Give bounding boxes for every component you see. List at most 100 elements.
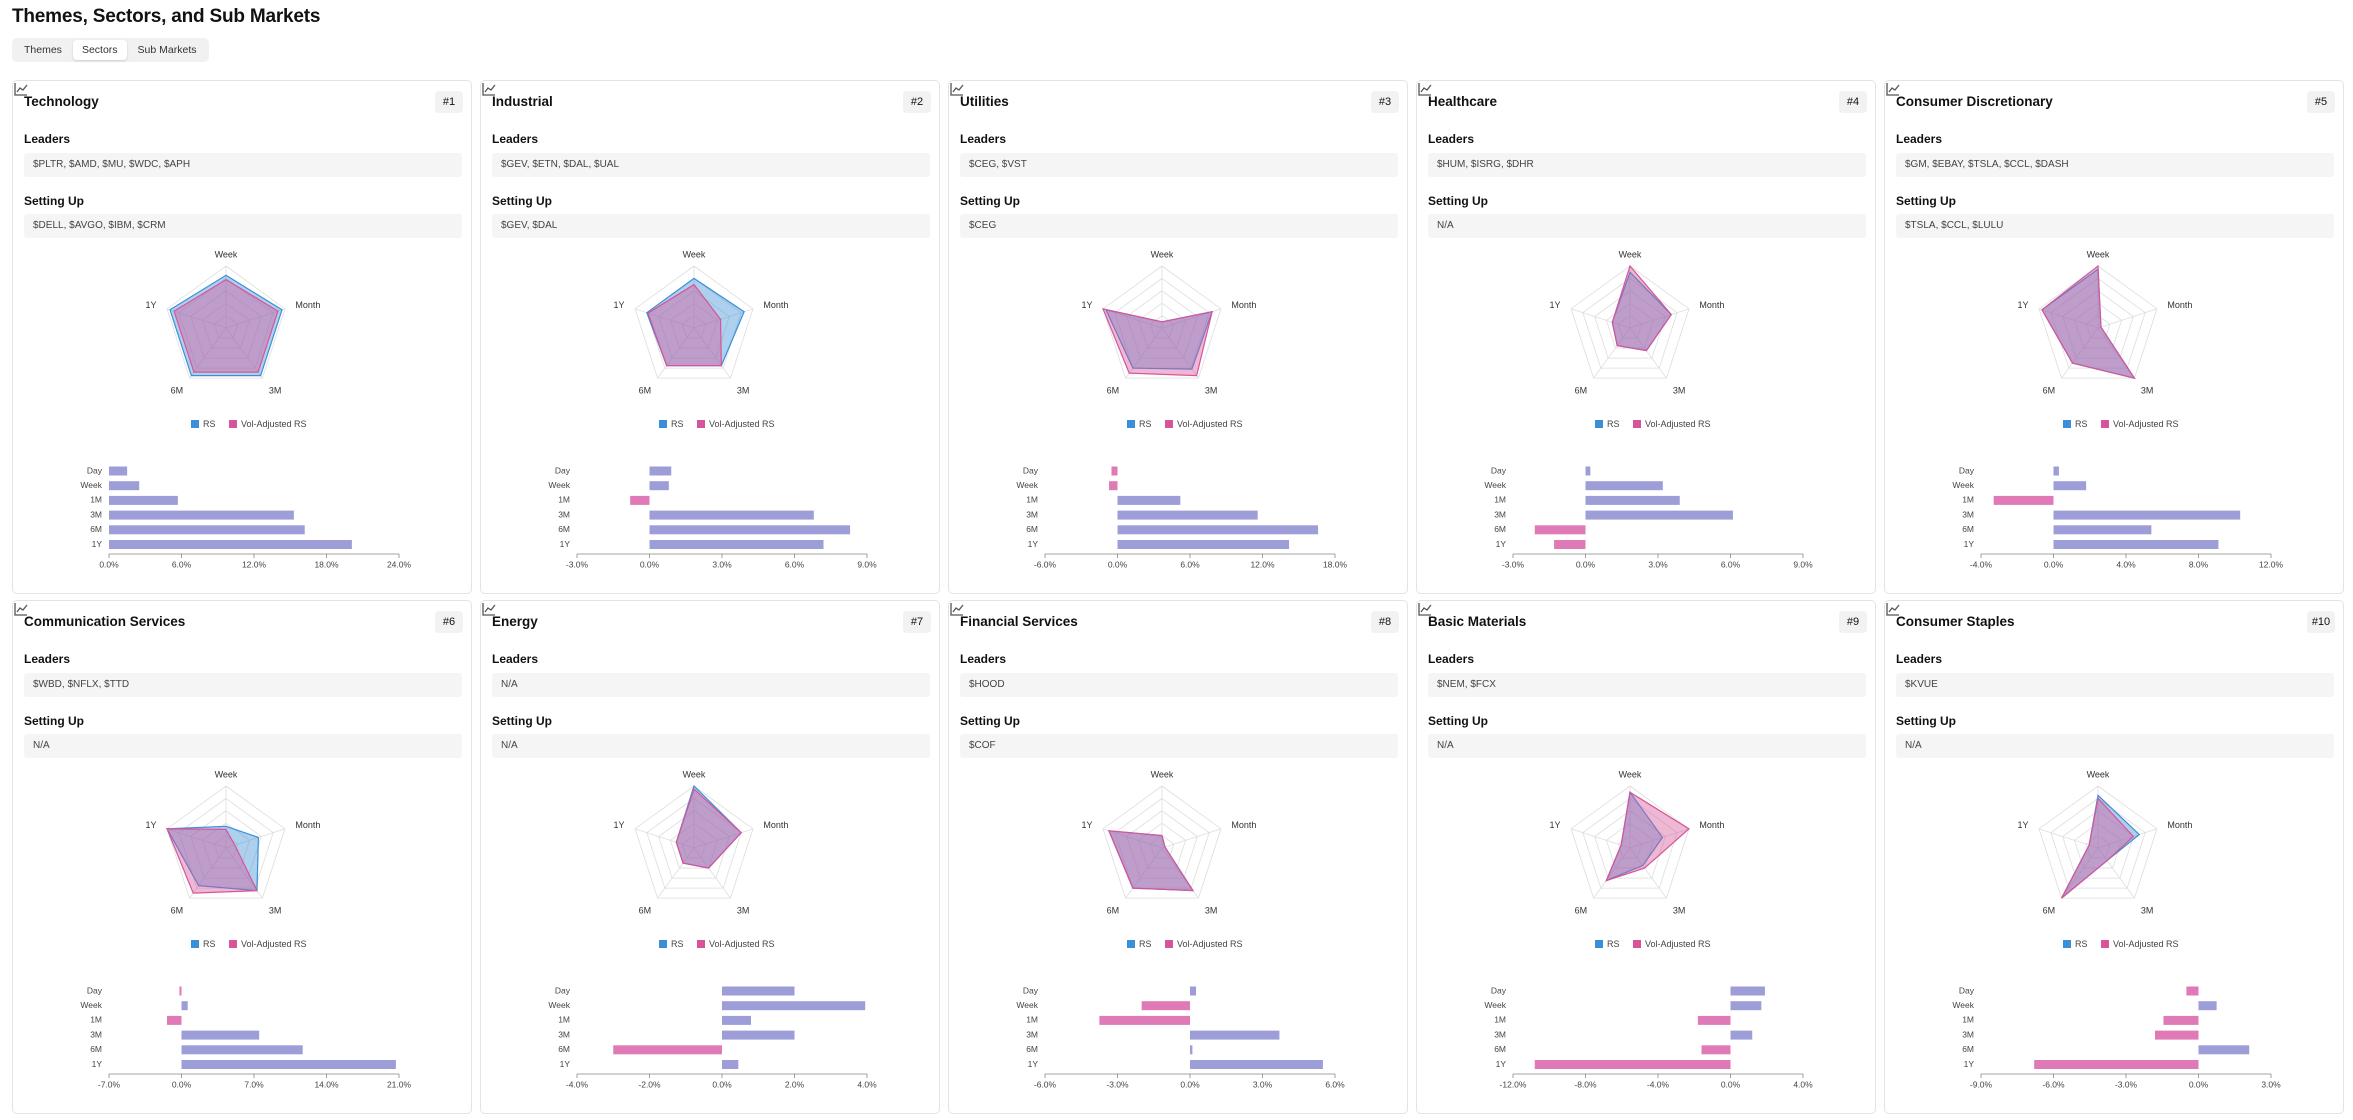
bar-category-label: 1M — [1494, 1015, 1506, 1025]
radar-axis-label: 6M — [1575, 385, 1588, 395]
tab[interactable]: Sub Markets — [137, 44, 197, 56]
leaders-box: $HOOD — [960, 673, 1398, 697]
setting-up-box: $DELL, $AVGO, $IBM, $CRM — [24, 214, 462, 238]
rank-badge: #4 — [1839, 91, 1867, 113]
tab[interactable]: Themes — [24, 44, 62, 56]
radar-area — [169, 274, 283, 377]
x-tick-label: 4.0% — [2116, 559, 2136, 569]
x-tick-label: 18.0% — [314, 559, 339, 569]
bar-category-label: 1Y — [92, 1059, 103, 1069]
x-tick-label: -3.0% — [566, 559, 589, 569]
bar — [722, 1030, 795, 1040]
radar-ring — [1102, 265, 1222, 379]
card-title: Consumer Staples — [1896, 614, 2015, 629]
chart-icon[interactable] — [13, 601, 29, 617]
legend-swatch — [2101, 420, 2109, 428]
radar-axis-label: Week — [2087, 769, 2110, 779]
bar — [649, 481, 669, 491]
legend-label: RS — [2075, 939, 2088, 949]
x-tick-label: 18.0% — [1323, 559, 1348, 569]
radar-spoke — [657, 327, 695, 379]
chart-icon-glyph — [1886, 83, 1900, 96]
bar — [1190, 1060, 1323, 1069]
x-tick-label: 21.0% — [387, 1079, 412, 1089]
bar-category-label: Week — [80, 480, 102, 490]
x-tick-label: 6.0% — [785, 559, 805, 569]
x-tick-label: 9.0% — [857, 559, 877, 569]
leaders-label: Leaders — [24, 652, 71, 666]
bar — [649, 466, 672, 476]
chart-icon[interactable] — [481, 601, 497, 617]
radar-axis-label: Month — [1231, 300, 1256, 310]
chart-icon[interactable] — [1417, 81, 1433, 97]
chart-icon[interactable] — [13, 81, 29, 97]
rank-badge: #5 — [2307, 91, 2335, 113]
radar-ring — [1149, 315, 1175, 339]
tab[interactable]: Sectors — [72, 40, 127, 60]
bar — [1534, 1060, 1731, 1069]
bar-category-label: Week — [1952, 480, 1974, 490]
x-tick-label: 12.0% — [242, 559, 267, 569]
radar-ring — [1582, 797, 1678, 889]
legend-label: Vol-Adjusted RS — [1177, 939, 1243, 949]
legend-swatch — [1633, 940, 1641, 948]
card-charts: Week Month 3M 6M 1Y RS Vol-Adjusted RS Day Week 1… — [1952, 769, 2281, 1089]
chart-icon[interactable] — [1417, 601, 1433, 617]
bar — [2155, 1030, 2199, 1040]
bar-category-label: 6M — [558, 1044, 570, 1054]
x-tick-label: 6.0% — [1721, 559, 1741, 569]
bar-category-label: 3M — [1026, 1029, 1038, 1039]
chart-icon[interactable] — [1885, 81, 1901, 97]
rank-badge: #1 — [435, 91, 463, 113]
bar-category-label: 1Y — [92, 539, 103, 549]
bar — [2186, 986, 2199, 996]
bar-category-label: 1M — [90, 495, 102, 505]
radar-axis-label: 3M — [1205, 905, 1218, 915]
bar-category-label: 1Y — [1964, 539, 1975, 549]
bar — [1585, 510, 1733, 520]
x-tick-label: -6.0% — [1034, 1079, 1057, 1089]
x-tick-label: 6.0% — [1180, 559, 1200, 569]
radar-ring — [1594, 810, 1666, 879]
rank-badge: #9 — [1839, 611, 1867, 633]
legend-label: RS — [1607, 939, 1620, 949]
radar-axis-label: 3M — [2141, 905, 2154, 915]
radar-axis-label: Month — [763, 820, 788, 830]
radar-axis-label: 6M — [171, 905, 184, 915]
bar — [1730, 1001, 1762, 1011]
bar — [1099, 1015, 1190, 1025]
card-charts: Week Month 3M 6M 1Y RS Vol-Adjusted RS Day Week 1… — [1484, 249, 1813, 569]
radar-axis-label: 1Y — [1550, 300, 1561, 310]
bar-category-label: Day — [87, 985, 103, 995]
radar-axis-label: 3M — [1673, 385, 1686, 395]
setting-up-box: N/A — [1428, 214, 1866, 238]
chart-icon[interactable] — [949, 81, 965, 97]
card-charts: Week Month 3M 6M 1Y RS Vol-Adjusted RS Day Week 1… — [1484, 769, 1813, 1089]
radar-ring — [2073, 302, 2123, 349]
radar-ring — [2038, 265, 2158, 379]
bar — [1554, 540, 1586, 549]
x-tick-label: -6.0% — [1034, 559, 1057, 569]
chart-icon[interactable] — [1885, 601, 1901, 617]
radar-spoke — [225, 327, 263, 379]
sector-card: Consumer Staples #10 Leaders $KVUE Setting U… — [1884, 600, 2344, 1114]
leaders-label: Leaders — [1428, 652, 1475, 666]
bar-category-label: Day — [87, 465, 103, 475]
chart-icon[interactable] — [949, 601, 965, 617]
bar — [630, 495, 650, 505]
leaders-box: $PLTR, $AMD, $MU, $WDC, $APH — [24, 153, 462, 177]
bar-category-label: 3M — [1962, 509, 1974, 519]
legend-label: RS — [1139, 939, 1152, 949]
chart-icon-glyph — [14, 603, 28, 616]
bar — [181, 1045, 303, 1055]
legend-label: RS — [203, 939, 216, 949]
radar-ring — [646, 797, 742, 889]
bar-category-label: 6M — [1962, 1044, 1974, 1054]
radar-ring — [201, 822, 251, 869]
radar-axis-label: 3M — [737, 385, 750, 395]
card-charts: Week Month 3M 6M 1Y RS Vol-Adjusted RS Day Week 1… — [80, 769, 412, 1089]
x-tick-label: -12.0% — [1500, 1079, 1527, 1089]
radar-spoke — [1570, 828, 1631, 849]
setting-up-label: Setting Up — [960, 714, 1020, 728]
chart-icon[interactable] — [481, 81, 497, 97]
